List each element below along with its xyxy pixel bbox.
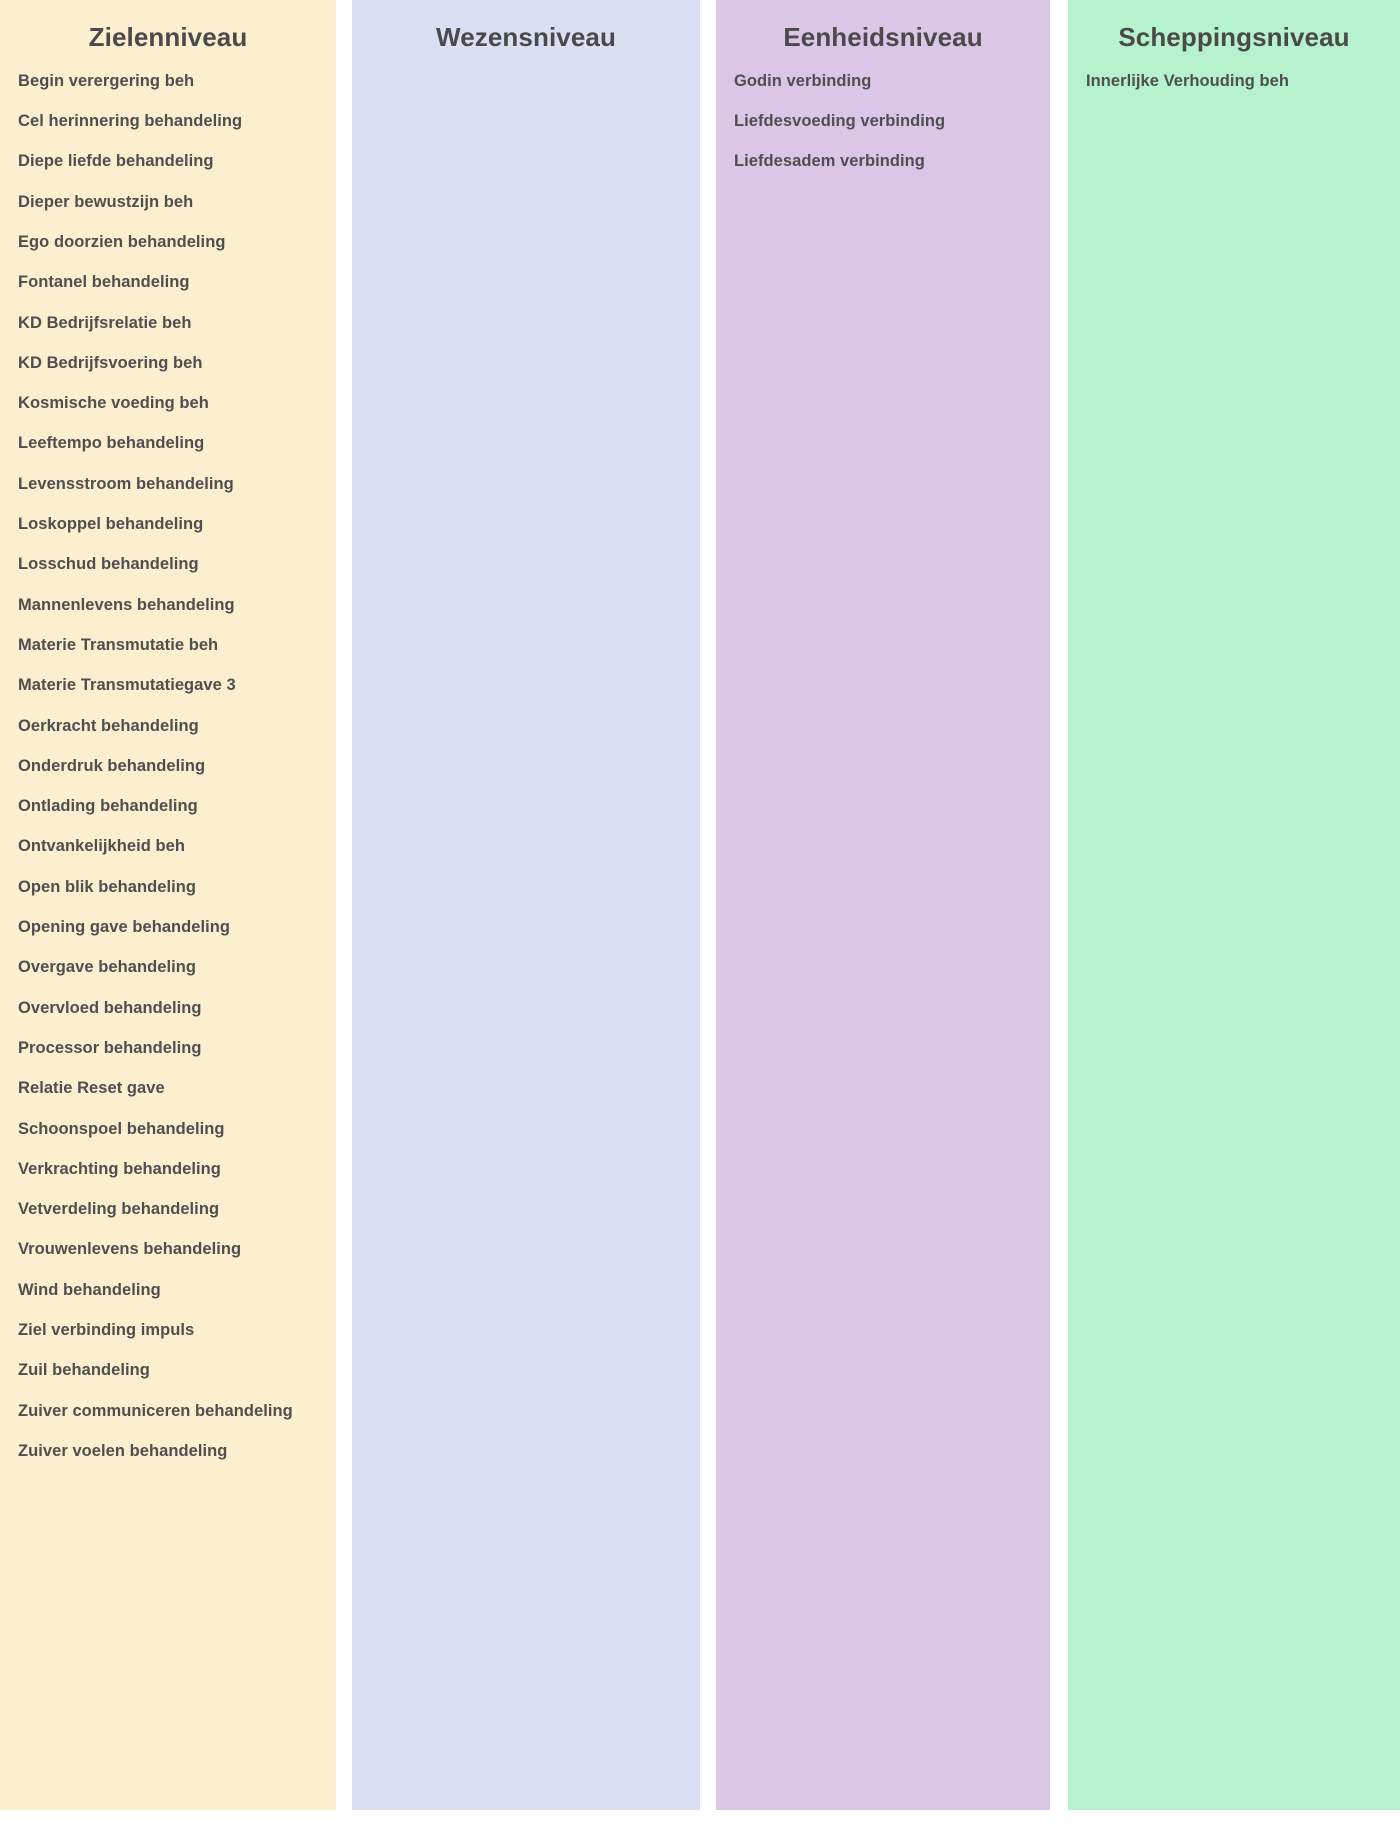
item-list-eenheidsniveau: Godin verbinding Liefdesvoeding verbindin… <box>734 61 1032 182</box>
list-item[interactable]: Zuiver communiceren behandeling <box>18 1401 293 1420</box>
list-item[interactable]: Zuil behandeling <box>18 1361 150 1380</box>
column-title-wezensniveau: Wezensniveau <box>436 22 616 52</box>
list-item[interactable]: Ziel verbinding impuls <box>18 1320 195 1339</box>
list-item[interactable]: Innerlijke Verhouding beh <box>1086 71 1289 90</box>
list-item[interactable]: Opening gave behandeling <box>18 918 231 937</box>
list-item[interactable]: Liefdesadem verbinding <box>734 152 925 171</box>
list-item[interactable]: Oerkracht behandeling <box>18 716 199 735</box>
list-item[interactable]: Schoonspoel behandeling <box>18 1119 225 1138</box>
list-item[interactable]: Zuiver voelen behandeling <box>18 1441 228 1460</box>
list-item[interactable]: Materie Transmutatie beh <box>18 635 219 654</box>
list-item[interactable]: Wind behandeling <box>18 1280 161 1299</box>
list-item[interactable]: Overvloed behandeling <box>18 998 202 1017</box>
column-scheppingsniveau: Scheppingsniveau Innerlijke Verhouding be… <box>1068 0 1400 1810</box>
column-title-eenheidsniveau: Eenheidsniveau <box>783 22 983 52</box>
list-item[interactable]: Fontanel behandeling <box>18 273 190 292</box>
list-item[interactable]: Relatie Reset gave <box>18 1079 165 1098</box>
list-item[interactable]: Kosmische voeding beh <box>18 394 209 413</box>
list-item[interactable]: Vetverdeling behandeling <box>18 1200 220 1219</box>
list-item[interactable]: Materie Transmutatiegave 3 <box>18 676 236 695</box>
list-item[interactable]: KD Bedrijfsvoering beh <box>18 353 203 372</box>
list-item[interactable]: Liefdesvoeding verbinding <box>734 112 946 131</box>
list-item[interactable]: Godin verbinding <box>734 71 872 90</box>
list-item[interactable]: Dieper bewustzijn beh <box>18 192 194 211</box>
column-title-scheppingsniveau: Scheppingsniveau <box>1118 22 1350 52</box>
list-item[interactable]: Overgave behandeling <box>18 958 196 977</box>
list-item[interactable]: Begin verergering beh <box>18 71 195 90</box>
column-wezensniveau: Wezensniveau <box>352 0 700 1810</box>
list-item[interactable]: Leeftempo behandeling <box>18 434 205 453</box>
list-item[interactable]: Vrouwenlevens behandeling <box>18 1240 242 1259</box>
list-item[interactable]: Onderdruk behandeling <box>18 756 206 775</box>
list-item[interactable]: Diepe liefde behandeling <box>18 152 214 171</box>
list-item[interactable]: Cel herinnering behandeling <box>18 112 243 131</box>
list-item[interactable]: Verkrachting behandeling <box>18 1159 221 1178</box>
list-item[interactable]: Losschud behandeling <box>18 555 199 574</box>
list-item[interactable]: Mannenlevens behandeling <box>18 595 235 614</box>
list-item[interactable]: Ontlading behandeling <box>18 797 198 816</box>
list-item[interactable]: Ontvankelijkheid beh <box>18 837 185 856</box>
column-eenheidsniveau: Eenheidsniveau Godin verbinding Liefdesvoe… <box>716 0 1050 1810</box>
list-item[interactable]: Ego doorzien behandeling <box>18 232 226 251</box>
list-item[interactable]: Open blik behandeling <box>18 877 196 896</box>
column-zielenniveau: Zielenniveau Begin verergering beh Cel her… <box>0 0 336 1810</box>
list-item[interactable]: Loskoppel behandeling <box>18 515 204 534</box>
list-item[interactable]: KD Bedrijfsrelatie beh <box>18 313 192 332</box>
column-title-zielenniveau: Zielenniveau <box>88 22 248 52</box>
item-list-zielenniveau: Begin verergering beh Cel herinnering beh… <box>18 61 318 1471</box>
list-item[interactable]: Processor behandeling <box>18 1038 202 1057</box>
item-list-scheppingsniveau: Innerlijke Verhouding beh <box>1086 61 1382 101</box>
list-item[interactable]: Levensstroom behandeling <box>18 474 234 493</box>
